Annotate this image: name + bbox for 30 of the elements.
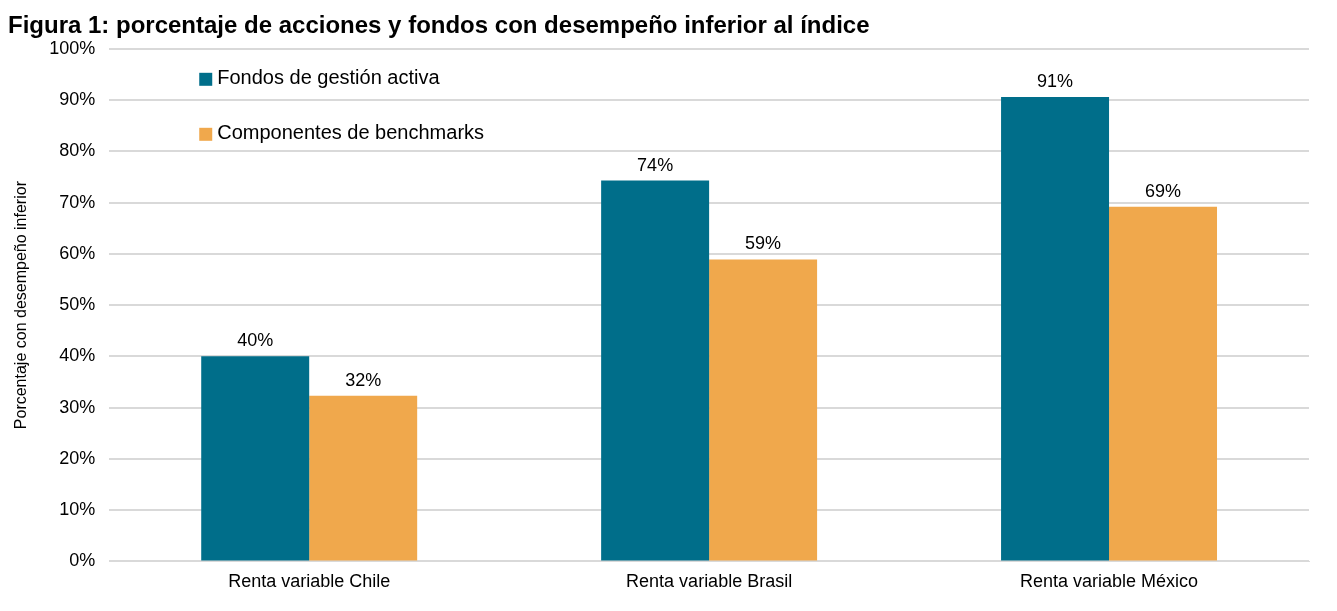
y-tick-label: 40% [59, 345, 96, 366]
chart-title: Figura 1: porcentaje de acciones y fondos con desempeño inferior al índice [8, 11, 870, 39]
data-label: 40% [237, 330, 274, 351]
data-label: 69% [1145, 180, 1182, 201]
x-tick-label: Renta variable México [1019, 571, 1199, 592]
y-tick-label: 80% [59, 140, 96, 161]
bar [709, 259, 818, 561]
x-tick-label: Renta variable Chile [228, 571, 391, 592]
y-tick-label: 0% [69, 550, 96, 571]
bar [1109, 206, 1218, 561]
bar [201, 356, 310, 561]
legend-label: Fondos de gestión activa [217, 66, 441, 89]
bar [309, 395, 418, 561]
bar [601, 180, 710, 561]
data-label: 32% [345, 369, 382, 390]
data-label: 74% [637, 154, 674, 175]
y-tick-label: 100% [49, 37, 96, 58]
y-tick-label: 10% [59, 499, 96, 520]
y-tick-label: 30% [59, 396, 96, 417]
y-axis-title: Porcentaje con desempeño inferior [12, 180, 30, 430]
bar [1001, 96, 1110, 561]
x-tick-label: Renta variable Brasil [626, 571, 793, 592]
data-label: 59% [745, 233, 782, 254]
y-tick-label: 70% [59, 191, 96, 212]
data-label: 91% [1037, 70, 1074, 91]
y-tick-label: 20% [59, 447, 96, 468]
y-tick-label: 60% [59, 242, 96, 263]
y-tick-label: 50% [59, 294, 96, 315]
y-tick-label: 90% [59, 89, 96, 110]
legend-label: Componentes de benchmarks [217, 121, 485, 144]
